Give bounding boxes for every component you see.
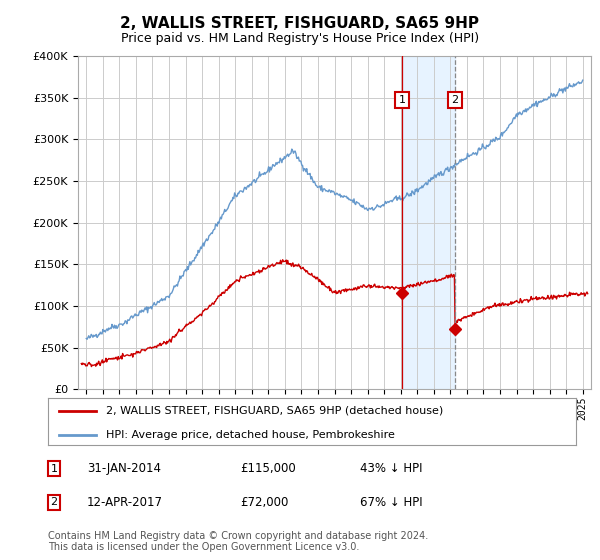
Bar	[402, 56, 455, 389]
Text: 2: 2	[50, 497, 58, 507]
Text: Contains HM Land Registry data © Crown copyright and database right 2024.
This d: Contains HM Land Registry data © Crown c…	[48, 531, 428, 553]
Text: 43% ↓ HPI: 43% ↓ HPI	[360, 462, 422, 475]
Text: 1: 1	[50, 464, 58, 474]
Text: 2: 2	[451, 95, 458, 105]
Text: 67% ↓ HPI: 67% ↓ HPI	[360, 496, 422, 509]
Text: HPI: Average price, detached house, Pembrokeshire: HPI: Average price, detached house, Pemb…	[106, 430, 395, 440]
Text: 1: 1	[398, 95, 406, 105]
Text: £72,000: £72,000	[240, 496, 289, 509]
Text: £115,000: £115,000	[240, 462, 296, 475]
Text: 2, WALLIS STREET, FISHGUARD, SA65 9HP: 2, WALLIS STREET, FISHGUARD, SA65 9HP	[121, 16, 479, 31]
Text: 2, WALLIS STREET, FISHGUARD, SA65 9HP (detached house): 2, WALLIS STREET, FISHGUARD, SA65 9HP (d…	[106, 406, 443, 416]
Text: 12-APR-2017: 12-APR-2017	[87, 496, 163, 509]
Text: Price paid vs. HM Land Registry's House Price Index (HPI): Price paid vs. HM Land Registry's House …	[121, 32, 479, 45]
Text: 31-JAN-2014: 31-JAN-2014	[87, 462, 161, 475]
